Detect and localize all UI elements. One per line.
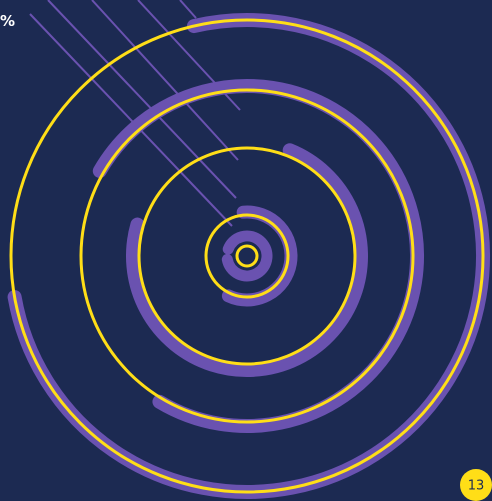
rings	[7, 13, 490, 499]
diagonal-line	[29, 13, 233, 227]
yellow-ring	[9, 18, 485, 494]
purple-arc	[221, 205, 298, 307]
purple-arc	[221, 230, 273, 282]
diagonal-line	[179, 0, 197, 19]
diagonal-lines	[29, 0, 241, 227]
yellow-ring	[204, 213, 290, 299]
page-badge	[460, 469, 492, 501]
diagonal-line	[47, 0, 237, 199]
percent-label: %	[0, 12, 15, 30]
page-number: 13	[468, 479, 485, 494]
yellow-ring	[137, 146, 357, 366]
purple-arc	[126, 143, 368, 377]
yellow-ring	[235, 244, 259, 268]
yellow-ring	[79, 88, 415, 424]
diagonal-line	[91, 0, 239, 161]
purple-arc	[92, 79, 424, 433]
